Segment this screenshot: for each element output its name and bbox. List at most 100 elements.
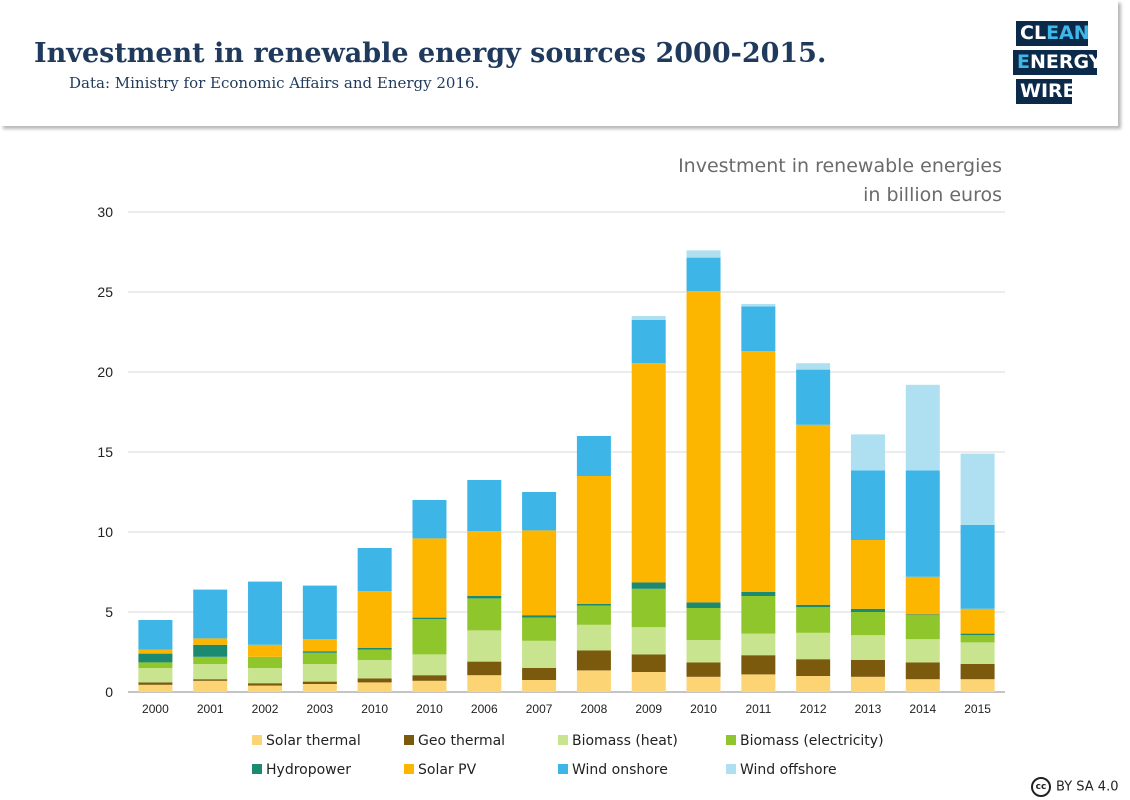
bar-segment-wind-onshore xyxy=(357,548,392,592)
bar-segment-biomass-heat xyxy=(686,640,721,663)
bar-segment-geo-thermal xyxy=(796,659,831,676)
bar-segment-hydropower xyxy=(850,608,885,612)
x-tick-label: 2009 xyxy=(635,702,662,716)
x-tick-label: 2010 xyxy=(690,702,717,716)
legend-item: Solar PV xyxy=(404,762,476,780)
bar-segment-solar-pv xyxy=(193,638,228,645)
bar-segment-biomass-electricity xyxy=(576,605,611,625)
x-tick-label: 2015 xyxy=(964,702,991,716)
bar-segment-biomass-electricity xyxy=(302,652,337,664)
x-tick-label: 2008 xyxy=(581,702,608,716)
y-tick-label: 25 xyxy=(97,284,113,300)
bar-segment-biomass-electricity xyxy=(686,608,721,640)
bar-segment-biomass-heat xyxy=(302,664,337,682)
legend-item: Biomass (heat) xyxy=(558,733,678,751)
bar-segment-biomass-electricity xyxy=(522,617,557,641)
bar-segment-geo-thermal xyxy=(905,662,940,680)
bar-segment-biomass-heat xyxy=(467,630,502,662)
legend-label: Solar PV xyxy=(418,762,477,778)
y-tick-label: 30 xyxy=(97,204,113,220)
bar-segment-wind-onshore xyxy=(467,480,502,532)
license-badge: cc BY SA 4.0 xyxy=(1031,777,1118,797)
x-tick-label: 2010 xyxy=(361,702,388,716)
bar-segment-wind-onshore xyxy=(412,500,447,539)
bar-segment-biomass-heat xyxy=(138,668,173,683)
y-tick-label: 15 xyxy=(97,444,113,460)
bar-segment-biomass-heat xyxy=(576,624,611,651)
legend-label: Wind offshore xyxy=(740,762,837,778)
bar-segment-biomass-electricity xyxy=(467,598,502,631)
legend-label: Hydropower xyxy=(266,762,351,778)
y-tick-label: 5 xyxy=(105,604,113,620)
bar-segment-solar-pv xyxy=(576,476,611,604)
legend-item: Geo thermal xyxy=(404,733,505,751)
bar-segment-geo-thermal xyxy=(412,675,447,681)
bar-segment-wind-onshore xyxy=(631,320,666,364)
bar-segment-wind-onshore xyxy=(193,589,228,639)
bar-segment-geo-thermal xyxy=(850,660,885,677)
legend-swatch xyxy=(252,764,262,774)
legend-label: Wind onshore xyxy=(572,762,668,778)
bar-segment-biomass-heat xyxy=(193,664,228,680)
bar-segment-biomass-heat xyxy=(796,632,831,660)
bar-segment-solar-pv xyxy=(960,608,995,634)
bar-segment-solar-pv xyxy=(796,424,831,605)
bar-segment-solar-pv xyxy=(412,538,447,618)
bar-segment-wind-onshore xyxy=(796,369,831,425)
chart-title-block: Investment in renewable energies in bill… xyxy=(678,152,1002,210)
bar-segment-hydropower xyxy=(412,617,447,620)
bar-segment-solar-pv xyxy=(522,530,557,616)
bar-segment-solar-thermal xyxy=(576,670,611,692)
bar-segment-solar-thermal xyxy=(686,676,721,692)
bar-segment-solar-thermal xyxy=(905,679,940,692)
bar-segment-geo-thermal xyxy=(522,668,557,680)
bar-segment-geo-thermal xyxy=(467,661,502,676)
x-tick-label: 2003 xyxy=(306,702,333,716)
legend-label: Solar thermal xyxy=(266,733,361,749)
bar-segment-solar-thermal xyxy=(357,682,392,692)
x-tick-label: 2014 xyxy=(909,702,936,716)
x-tick-label: 2011 xyxy=(745,702,771,716)
bar-segment-solar-pv xyxy=(905,576,940,615)
bar-segment-wind-offshore xyxy=(631,316,666,320)
legend-swatch xyxy=(726,764,736,774)
legend-item: Hydropower xyxy=(252,762,351,780)
bar-segment-hydropower xyxy=(960,633,995,636)
legend-swatch xyxy=(726,735,736,745)
bar-segment-biomass-heat xyxy=(412,654,447,676)
bar-segment-hydropower xyxy=(796,604,831,608)
bar-segment-solar-thermal xyxy=(796,676,831,692)
bar-segment-solar-thermal xyxy=(412,680,447,692)
legend-label: Biomass (heat) xyxy=(572,733,678,749)
bar-segment-hydropower xyxy=(576,604,611,606)
bar-segment-solar-thermal xyxy=(193,680,228,692)
bar-segment-biomass-heat xyxy=(905,639,940,663)
creative-commons-icon: cc xyxy=(1031,777,1051,797)
x-tick-label: 2010 xyxy=(416,702,443,716)
bar-segment-geo-thermal xyxy=(686,662,721,677)
bar-segment-solar-thermal xyxy=(248,685,283,692)
x-tick-label: 2013 xyxy=(855,702,882,716)
legend-label: Biomass (electricity) xyxy=(740,733,884,749)
bar-segment-wind-onshore xyxy=(522,492,557,531)
x-tick-label: 2000 xyxy=(142,702,169,716)
legend-swatch xyxy=(404,764,414,774)
x-tick-label: 2006 xyxy=(471,702,498,716)
bar-segment-wind-onshore xyxy=(741,306,776,352)
bar-segment-wind-offshore xyxy=(686,250,721,258)
bar-segment-biomass-electricity xyxy=(796,607,831,633)
y-tick-label: 20 xyxy=(97,364,113,380)
bar-segment-biomass-electricity xyxy=(248,656,283,668)
logo-line-2: ENERGY xyxy=(1013,50,1102,75)
legend-item: Solar thermal xyxy=(252,733,361,751)
bar-segment-hydropower xyxy=(193,644,228,657)
legend-item: Biomass (electricity) xyxy=(726,733,884,751)
chart-title: Investment in renewable energies xyxy=(678,155,1002,177)
page-title: Investment in renewable energy sources 2… xyxy=(34,38,827,69)
logo-line-1: CLEAN xyxy=(1016,21,1090,46)
bar-segment-wind-offshore xyxy=(905,384,940,471)
bar-segment-wind-onshore xyxy=(686,257,721,292)
x-tick-label: 2007 xyxy=(526,702,553,716)
license-text: BY SA 4.0 xyxy=(1056,779,1119,795)
